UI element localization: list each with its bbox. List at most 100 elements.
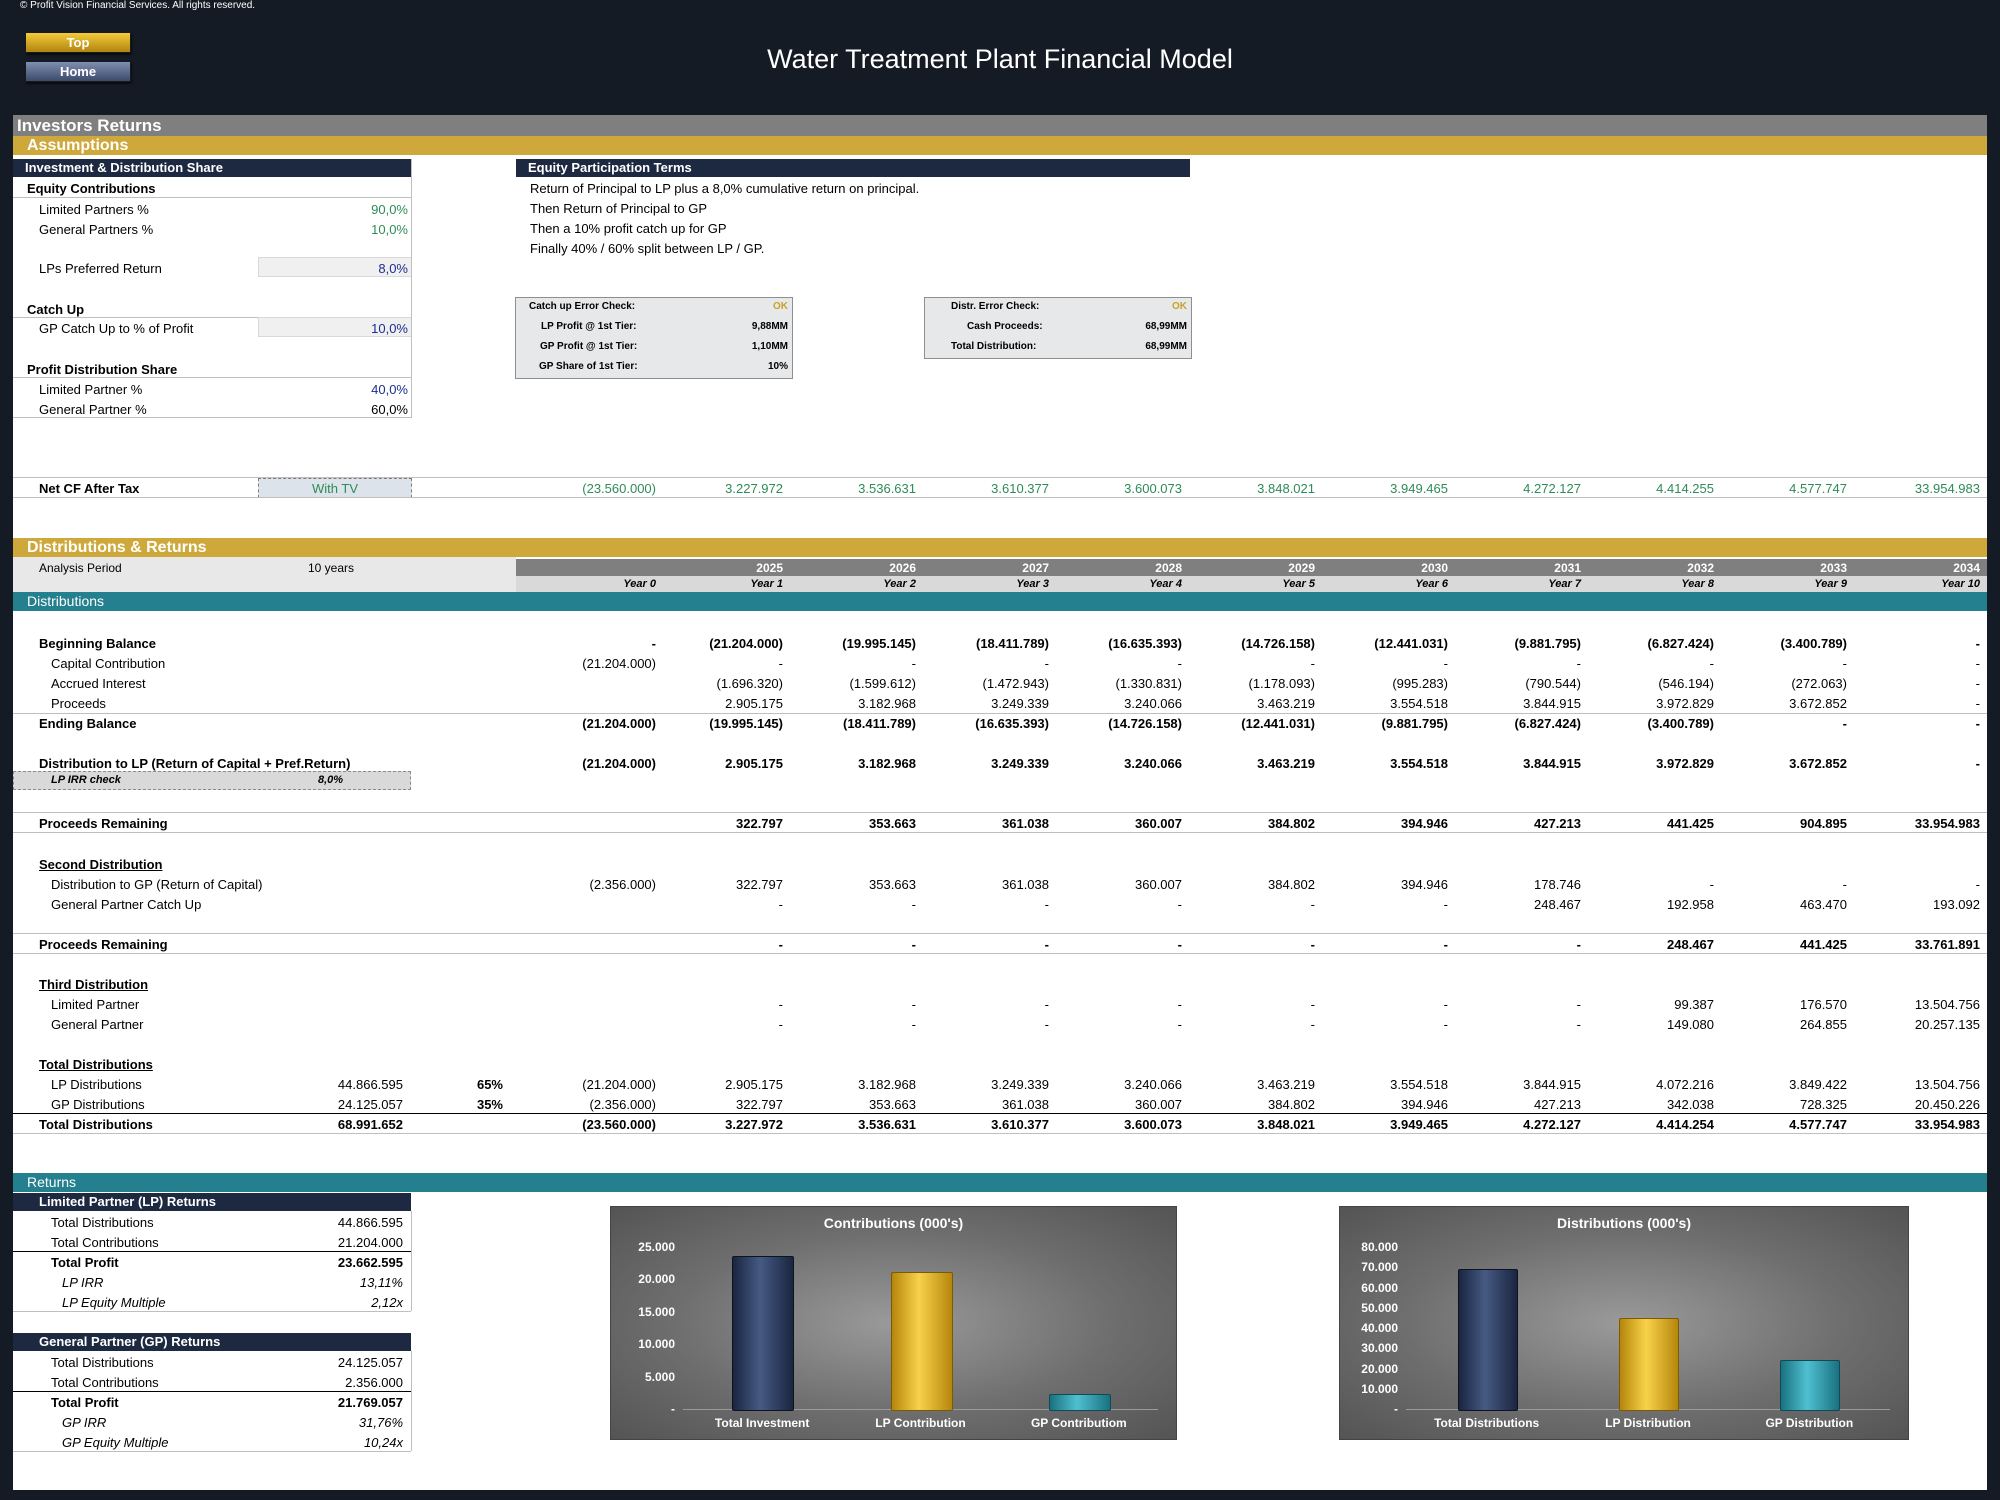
year-label: Year 8 [1681,578,1714,590]
row-value-proc: 3.182.968 [858,696,916,711]
row-value-end: (3.400.789) [1647,716,1715,731]
row-value-beg: (12.441.031) [1374,636,1448,651]
row-value-tot: 3.848.021 [1257,1117,1315,1132]
row-value-tgp: 264.855 [1800,1017,1847,1032]
row-label-tot: Total Distributions [39,1117,153,1132]
row-value-acc: (1.472.943) [982,676,1050,691]
row-value-dlp: 2.905.175 [725,756,783,771]
row-value-proc: 2.905.175 [725,696,783,711]
chart-bar [1457,1269,1518,1411]
row-value-lpd: 13.504.756 [1914,1077,1980,1092]
divider [13,377,411,378]
assumptions-bar: Assumptions [13,136,1987,155]
pref-return-value[interactable]: 8,0% [378,261,408,276]
row-value-tot: 33.954.983 [1914,1117,1980,1132]
row-label-gpc: General Partner Catch Up [51,897,202,912]
lp-share-label: Limited Partner % [39,382,143,397]
row-value-pr1: 394.946 [1401,816,1448,831]
chart-bar [732,1256,795,1411]
row-value-dgp: 353.663 [869,877,916,892]
row-value-beg: (18.411.789) [975,636,1049,651]
row-value-gpc: 193.092 [1933,897,1980,912]
gp-irr-label: GP IRR [62,1415,107,1430]
year-label: Year 9 [1814,578,1847,590]
year-header-row [516,559,1987,576]
chart-ytick: 20.000 [638,1272,675,1287]
gp-td-label: Total Distributions [51,1355,154,1370]
divider [13,832,1987,833]
section-title-bar: Investors Returns [13,115,1987,136]
divider [13,953,1987,954]
row-value-tlp: - [1576,997,1581,1012]
row-value-dgp: 394.946 [1401,877,1448,892]
row-value-end: (12.441.031) [1241,716,1315,731]
row-pct-lpd: 65% [476,1077,503,1092]
row-value-pr1: 904.895 [1800,816,1847,831]
row-value-pr1: 361.038 [1002,816,1049,831]
net-cf-value: 4.272.127 [1523,481,1581,496]
row-value-pr2: - [1443,937,1448,952]
net-cf-value: (23.560.000) [582,481,656,496]
row-value-beg: (9.881.795) [1514,636,1582,651]
chart-xlabel: Total Distributions [1434,1416,1540,1430]
row-value-gpc: - [778,897,783,912]
row-value-pr2: - [911,937,916,952]
gp-tc-value: 2.356.000 [345,1375,403,1390]
row-value-pr1: 353.663 [869,816,916,831]
lp-irr-label: LP IRR [62,1275,104,1290]
row-value-lpd: 3.240.066 [1124,1077,1182,1092]
chart-ytick: 30.000 [1361,1341,1398,1356]
row-label-pr2: Proceeds Remaining [39,937,168,952]
lp-returns-header: Limited Partner (LP) Returns [13,1193,411,1211]
year-label: Year 3 [1016,578,1049,590]
row-value-dgp: - [1709,877,1714,892]
divider [13,197,411,198]
row-value-gpd: 20.450.226 [1914,1097,1980,1112]
divider [13,317,411,318]
row-value-tot: 3.600.073 [1124,1117,1182,1132]
lp-irr-check-label: LP IRR check [51,774,121,786]
chart-bar [1619,1318,1679,1411]
divider [13,417,411,418]
home-button[interactable]: Home [25,61,131,82]
lp-pct-label: Limited Partners % [39,202,149,217]
year-header: 2031 [1554,561,1581,575]
row-value-pr1: 360.007 [1135,816,1182,831]
lp-pct-value[interactable]: 90,0% [371,202,408,217]
investment-share-header: Investment & Distribution Share [13,159,411,177]
row-value-gpd: 427.213 [1534,1097,1581,1112]
lp-tp-value: 23.662.595 [337,1255,403,1270]
cash-proceeds-value: 68,99MM [1145,321,1187,332]
row-value-dlp: 3.463.219 [1257,756,1315,771]
row-value-lpd: 4.072.216 [1656,1077,1714,1092]
row-value-tlp: - [1044,997,1049,1012]
gp-catch-value[interactable]: 10,0% [371,321,408,336]
row-value-tlp: 99.387 [1674,997,1714,1012]
row-value-dlp: 3.672.852 [1789,756,1847,771]
net-cf-value: 3.227.972 [725,481,783,496]
row-value-dgp: (2.356.000) [589,877,657,892]
row-value-beg: (14.726.158) [1241,636,1315,651]
lp-share-value[interactable]: 40,0% [371,382,408,397]
row-label-acc: Accrued Interest [51,676,146,691]
gp-pct-value[interactable]: 10,0% [371,222,408,237]
row-value-proc: 3.249.339 [991,696,1049,711]
row-value-lpd: 3.463.219 [1257,1077,1315,1092]
gp-share-label: General Partner % [39,402,147,417]
lp-em-label: LP Equity Multiple [62,1295,166,1310]
divider [13,1451,411,1452]
row-value-proc: 3.844.915 [1523,696,1581,711]
chart-ytick: 60.000 [1361,1280,1398,1295]
gp-em-label: GP Equity Multiple [62,1435,169,1450]
row-value-gpc: - [1310,897,1315,912]
row-value-beg: (16.635.393) [1108,636,1182,651]
row-value-tgp: 149.080 [1667,1017,1714,1032]
row-pct-gpd: 35% [476,1097,503,1112]
distributions-returns-bar: Distributions & Returns [13,538,1987,557]
top-button[interactable]: Top [25,32,131,53]
chart-ytick: 10.000 [638,1337,675,1352]
row-value-tlp: 176.570 [1800,997,1847,1012]
row-value-gpc: 463.470 [1800,897,1847,912]
gp-share-tier-label: GP Share of 1st Tier: [539,361,638,372]
